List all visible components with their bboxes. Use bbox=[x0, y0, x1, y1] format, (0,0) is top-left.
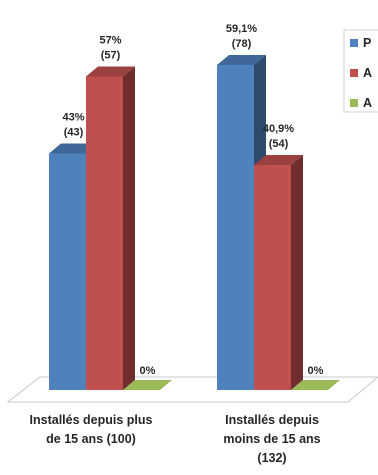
bar-front bbox=[217, 64, 254, 390]
bar-2-2 bbox=[254, 155, 303, 390]
legend-swatch bbox=[350, 39, 358, 47]
bar-front bbox=[49, 153, 86, 390]
bar-flat bbox=[123, 380, 172, 390]
data-label: (78) bbox=[232, 38, 252, 50]
category-label: moins de 15 ans bbox=[223, 432, 320, 446]
data-label: (57) bbox=[101, 50, 121, 62]
bar-3-2 bbox=[291, 380, 340, 390]
legend-label: P bbox=[363, 36, 371, 50]
bar-3-1 bbox=[123, 380, 172, 390]
bar-side bbox=[291, 155, 303, 390]
legend-swatch bbox=[350, 69, 358, 77]
category-label: (132) bbox=[257, 451, 286, 465]
category-label: Installés depuis plus bbox=[30, 413, 153, 427]
category-labels-layer: Installés depuis plus de 15 ans (100) Inst… bbox=[30, 413, 321, 465]
data-label: 0% bbox=[308, 365, 324, 377]
category-label: de 15 ans (100) bbox=[46, 432, 136, 446]
data-label: 57% bbox=[99, 35, 121, 47]
category-label: Installés depuis bbox=[225, 413, 319, 427]
data-label: (43) bbox=[64, 127, 84, 139]
data-labels-layer: 43% (43) 57% (57) 0% 59,1% (78) 40,9% (54) 0% bbox=[62, 23, 323, 377]
bar-front bbox=[86, 76, 123, 390]
bar-top bbox=[217, 54, 266, 65]
bar-flat bbox=[291, 380, 340, 390]
bar-2-1 bbox=[86, 66, 135, 390]
legend-label: A bbox=[363, 66, 372, 80]
data-label: (54) bbox=[269, 138, 289, 150]
data-label: 43% bbox=[62, 112, 84, 124]
bar-side bbox=[123, 66, 135, 390]
data-label: 59,1% bbox=[226, 23, 257, 35]
legend-label: A bbox=[363, 96, 372, 110]
legend-swatch bbox=[350, 99, 358, 107]
legend-box bbox=[343, 29, 378, 113]
bars-layer bbox=[49, 54, 340, 390]
bar-top bbox=[49, 143, 98, 154]
data-label: 0% bbox=[140, 365, 156, 377]
bar-front bbox=[254, 165, 291, 390]
data-label: 40,9% bbox=[263, 123, 294, 135]
legend: P A A bbox=[343, 29, 378, 113]
bar-top bbox=[86, 66, 135, 77]
bar-top bbox=[254, 155, 303, 166]
